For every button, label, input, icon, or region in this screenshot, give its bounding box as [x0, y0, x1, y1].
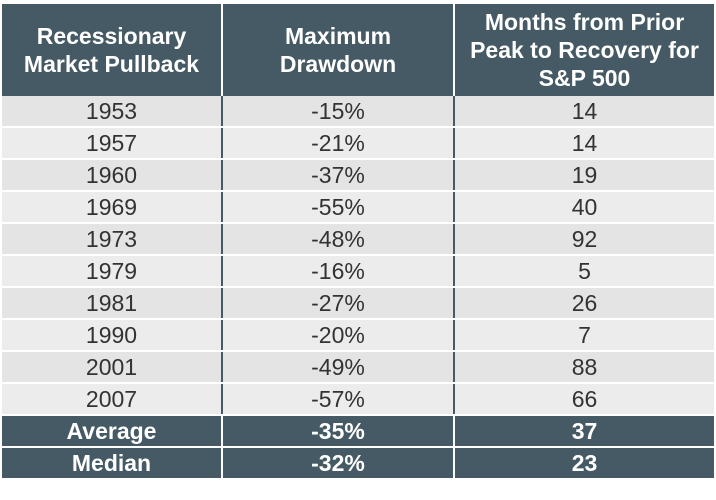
table-row: 1957 -21% 14	[2, 127, 714, 160]
pullback-year-cell: 1990	[2, 319, 223, 352]
table-header: Recessionary Market Pullback Maximum Dra…	[2, 4, 714, 96]
pullback-year-cell: 1973	[2, 223, 223, 256]
table-row: 1979 -16% 5	[2, 255, 714, 288]
drawdown-cell: -15%	[222, 96, 455, 128]
recession-table-container: Recessionary Market Pullback Maximum Dra…	[2, 4, 714, 480]
recovery-months-cell: 7	[454, 319, 714, 352]
drawdown-cell: -16%	[222, 255, 455, 288]
table-body: 1953 -15% 14 1957 -21% 14 1960 -37% 19 1969 -55% 40…	[2, 96, 714, 480]
pullback-year-cell: 2007	[2, 383, 223, 416]
summary-drawdown-cell: -35%	[222, 415, 455, 448]
table-row: 2007 -57% 66	[2, 383, 714, 416]
recovery-months-cell: 14	[454, 127, 714, 160]
table-row: 1973 -48% 92	[2, 223, 714, 256]
drawdown-cell: -37%	[222, 159, 455, 192]
pullback-year-cell: 1953	[2, 96, 223, 128]
pullback-year-cell: 1981	[2, 287, 223, 320]
recovery-months-cell: 5	[454, 255, 714, 288]
table-row: 1953 -15% 14	[2, 96, 714, 128]
summary-drawdown-cell: -32%	[222, 447, 455, 480]
column-header-market-pullback: Recessionary Market Pullback	[2, 4, 223, 96]
recession-drawdown-table: Recessionary Market Pullback Maximum Dra…	[2, 4, 714, 480]
table-row: 1960 -37% 19	[2, 159, 714, 192]
summary-months-cell: 23	[454, 447, 714, 480]
recovery-months-cell: 19	[454, 159, 714, 192]
drawdown-cell: -48%	[222, 223, 455, 256]
drawdown-cell: -55%	[222, 191, 455, 224]
table-row: 1981 -27% 26	[2, 287, 714, 320]
table-row: 1990 -20% 7	[2, 319, 714, 352]
header-row: Recessionary Market Pullback Maximum Dra…	[2, 4, 714, 96]
drawdown-cell: -57%	[222, 383, 455, 416]
drawdown-cell: -20%	[222, 319, 455, 352]
pullback-year-cell: 1979	[2, 255, 223, 288]
recovery-months-cell: 66	[454, 383, 714, 416]
pullback-year-cell: 1960	[2, 159, 223, 192]
recovery-months-cell: 14	[454, 96, 714, 128]
recovery-months-cell: 26	[454, 287, 714, 320]
table-row: 2001 -49% 88	[2, 351, 714, 384]
pullback-year-cell: 1957	[2, 127, 223, 160]
recovery-months-cell: 40	[454, 191, 714, 224]
average-row: Average -35% 37	[2, 415, 714, 448]
column-header-months-to-recovery: Months from Prior Peak to Recovery for S…	[454, 4, 714, 96]
median-row: Median -32% 23	[2, 447, 714, 480]
recovery-months-cell: 88	[454, 351, 714, 384]
table-row: 1969 -55% 40	[2, 191, 714, 224]
drawdown-cell: -49%	[222, 351, 455, 384]
summary-months-cell: 37	[454, 415, 714, 448]
pullback-year-cell: 1969	[2, 191, 223, 224]
column-header-maximum-drawdown: Maximum Drawdown	[222, 4, 455, 96]
drawdown-cell: -27%	[222, 287, 455, 320]
recovery-months-cell: 92	[454, 223, 714, 256]
summary-label-cell: Median	[2, 447, 223, 480]
summary-label-cell: Average	[2, 415, 223, 448]
pullback-year-cell: 2001	[2, 351, 223, 384]
drawdown-cell: -21%	[222, 127, 455, 160]
